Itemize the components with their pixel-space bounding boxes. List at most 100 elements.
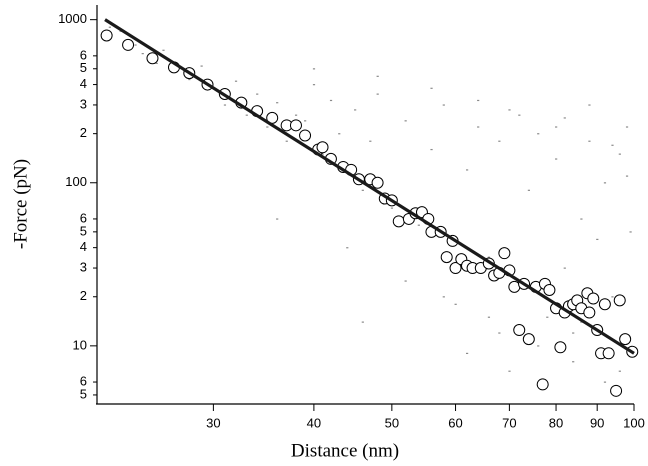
dot — [518, 114, 521, 116]
dot — [527, 189, 531, 191]
y-tick-label: 3 — [80, 96, 87, 111]
circle-point — [440, 251, 453, 264]
y-tick-label: 1000 — [58, 11, 87, 26]
dot — [200, 65, 203, 67]
y-tick-label: 3 — [80, 259, 87, 274]
circle-point — [100, 29, 113, 42]
circle-point — [146, 52, 159, 65]
dot — [134, 44, 137, 46]
circle-point — [602, 347, 615, 360]
fit-line — [104, 18, 635, 355]
dot — [508, 370, 511, 372]
dot — [454, 303, 457, 305]
dot — [266, 126, 269, 128]
dot — [321, 153, 324, 155]
y-tick-label: 2 — [80, 125, 87, 140]
dot — [354, 109, 357, 111]
dot — [404, 120, 407, 122]
dot — [555, 126, 558, 128]
circle-point — [371, 176, 384, 189]
dot — [477, 126, 480, 128]
dot — [141, 53, 144, 55]
dot — [294, 114, 298, 116]
dot — [361, 321, 364, 323]
dot — [498, 332, 501, 334]
dot — [625, 126, 629, 128]
dot — [477, 99, 480, 102]
dot — [555, 158, 558, 160]
dot — [498, 140, 501, 142]
dot — [108, 26, 111, 28]
y-tick-label: 100 — [65, 174, 87, 189]
y-tick-label: 5 — [80, 386, 87, 401]
x-tick-label: 80 — [549, 415, 563, 430]
dot — [361, 189, 364, 191]
dot — [588, 140, 591, 142]
dot — [618, 153, 621, 155]
x-axis-title: Distance (nm) — [291, 440, 399, 461]
dot — [346, 247, 349, 249]
dot — [618, 370, 621, 372]
dot — [276, 102, 279, 104]
x-tick-label: 40 — [307, 415, 321, 430]
circle-point — [598, 298, 611, 311]
dot — [465, 169, 469, 171]
dot — [338, 133, 341, 135]
circle-point — [583, 306, 596, 319]
y-tick-label: 4 — [80, 76, 87, 91]
circle-point — [289, 119, 302, 132]
dot — [537, 345, 540, 347]
dot — [312, 84, 316, 86]
dot — [580, 218, 583, 220]
circle-point — [543, 284, 556, 297]
y-tick-label: 2 — [80, 288, 87, 303]
dot — [417, 224, 420, 226]
dot — [572, 332, 575, 334]
circle-point — [122, 38, 135, 51]
y-axis-title: -Force (pN) — [10, 159, 31, 249]
dot — [162, 49, 165, 51]
circle-point — [610, 384, 623, 397]
dot — [329, 99, 333, 102]
dot — [430, 87, 433, 89]
y-tick-label: 6 — [80, 373, 87, 388]
circle-point — [554, 341, 567, 354]
dot — [155, 62, 158, 65]
y-tick-label: 5 — [80, 223, 87, 238]
y-tick-label: 5 — [80, 60, 87, 75]
dot — [442, 104, 445, 106]
dot — [404, 280, 407, 282]
dot — [596, 238, 599, 241]
circle-point — [522, 333, 535, 346]
dot — [508, 109, 511, 111]
dot — [537, 133, 540, 135]
x-tick-label: 60 — [448, 415, 462, 430]
dot — [285, 140, 288, 142]
dot — [603, 381, 607, 383]
x-tick-label: 50 — [385, 415, 399, 430]
y-tick-label: 10 — [73, 337, 87, 352]
dot — [304, 120, 307, 122]
circle-point — [392, 215, 405, 228]
dot — [312, 68, 316, 70]
dot — [603, 182, 607, 184]
dot — [487, 256, 491, 258]
circle-point — [536, 378, 549, 391]
circle-point — [513, 324, 526, 337]
circle-point — [316, 141, 329, 154]
x-tick-label: 70 — [502, 415, 516, 430]
dot — [430, 148, 433, 151]
dot — [245, 114, 248, 116]
dot — [465, 352, 469, 355]
dot — [546, 316, 549, 318]
circle-point — [613, 294, 626, 307]
circle-point — [449, 262, 462, 275]
dot — [223, 104, 227, 106]
dot — [611, 296, 614, 298]
dot — [390, 207, 394, 209]
circle-point — [498, 247, 511, 260]
dot — [376, 93, 379, 95]
dot — [442, 296, 445, 298]
dot — [276, 218, 279, 220]
x-tick-label: 30 — [206, 415, 220, 430]
